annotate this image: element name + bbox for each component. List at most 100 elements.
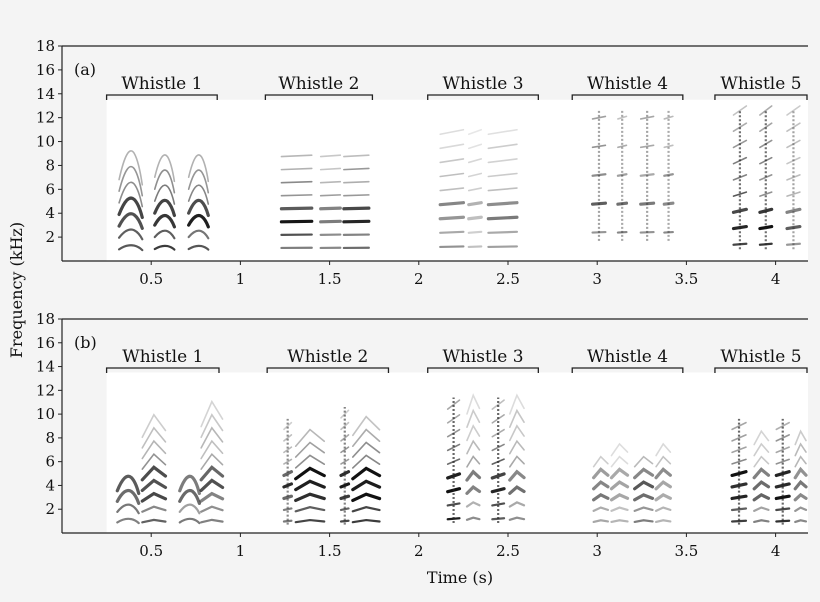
whistle-unit: [609, 442, 630, 524]
harmonic-mark: [282, 470, 294, 478]
harmonic-mark: [351, 479, 382, 492]
harmonic-mark: [663, 144, 674, 149]
harmonic-mark: [731, 446, 747, 454]
harmonic-mark: [342, 219, 371, 224]
harmonic-mark: [343, 180, 370, 184]
harmonic-mark: [153, 169, 176, 194]
harmonic-mark: [178, 474, 201, 496]
harmonic-mark: [141, 426, 167, 449]
whistle-unit: [351, 415, 382, 524]
harmonic-mark: [793, 479, 808, 491]
harmonic-mark: [730, 507, 748, 512]
harmonic-mark: [487, 128, 518, 136]
harmonic-mark: [282, 494, 294, 501]
harmonic-mark: [616, 201, 629, 206]
harmonic-mark: [294, 506, 326, 513]
harmonic-mark: [775, 458, 790, 465]
y-tick-label: 18: [36, 310, 55, 328]
harmonic-mark: [786, 122, 801, 133]
harmonic-mark: [141, 439, 167, 460]
harmonic-mark: [153, 184, 176, 205]
x-tick-label: 3.5: [674, 270, 698, 288]
harmonic-mark: [439, 187, 465, 192]
harmonic-mark: [342, 206, 371, 211]
whistle-label: Whistle 2: [278, 74, 359, 94]
whistle-unit: [438, 128, 465, 249]
harmonic-mark: [319, 180, 342, 184]
harmonic-mark: [732, 105, 748, 116]
harmonic-mark: [663, 230, 674, 234]
whistle-unit: [758, 105, 774, 250]
harmonic-mark: [339, 482, 351, 489]
harmonic-mark: [775, 507, 791, 512]
harmonic-mark: [786, 105, 801, 116]
harmonic-mark: [438, 215, 465, 221]
harmonic-mark: [785, 224, 802, 231]
x-tick-label: 3: [592, 270, 602, 288]
whistle-bracket: [105, 367, 220, 373]
harmonic-mark: [439, 172, 465, 178]
harmonic-mark: [592, 455, 609, 468]
harmonic-mark: [609, 493, 630, 502]
harmonic-mark: [117, 244, 144, 252]
whistle-label: Whistle 5: [720, 74, 801, 94]
harmonic-mark: [140, 491, 168, 503]
harmonic-mark: [508, 455, 525, 468]
harmonic-mark: [465, 469, 482, 482]
harmonic-mark: [351, 492, 382, 503]
harmonic-mark: [731, 207, 748, 214]
whistle-unit: [662, 110, 675, 241]
panel-a-spectrogram-area: [106, 99, 809, 261]
harmonic-mark: [487, 158, 518, 164]
harmonic-mark: [775, 519, 791, 523]
harmonic-mark: [280, 194, 313, 197]
harmonic-mark: [283, 434, 293, 442]
harmonic-mark: [200, 426, 224, 449]
harmonic-mark: [508, 501, 526, 508]
harmonic-mark: [774, 470, 791, 478]
harmonic-mark: [633, 493, 655, 502]
harmonic-mark: [654, 480, 672, 491]
harmonic-mark: [633, 467, 655, 480]
whistle-unit: [633, 455, 655, 524]
harmonic-mark: [294, 441, 326, 458]
harmonic-mark: [610, 506, 629, 512]
harmonic-mark: [794, 429, 807, 446]
harmonic-mark: [592, 519, 610, 524]
harmonic-mark: [785, 207, 802, 214]
harmonic-mark: [446, 399, 461, 410]
harmonic-mark: [465, 516, 481, 521]
whistle-unit: [153, 154, 176, 251]
whistle-unit: [187, 154, 210, 251]
x-tick-label: 4: [771, 270, 781, 288]
harmonic-mark: [794, 519, 808, 524]
harmonic-mark: [118, 150, 144, 186]
harmonic-mark: [279, 206, 314, 211]
y-tick-label: 14: [36, 85, 55, 103]
whistle-bracket: [266, 367, 390, 373]
harmonic-mark: [199, 491, 225, 503]
harmonic-mark: [187, 198, 210, 218]
whistle-unit: [486, 128, 519, 249]
harmonic-mark: [467, 187, 483, 192]
harmonic-mark: [187, 229, 210, 240]
harmonic-mark: [116, 517, 140, 525]
harmonic-mark: [467, 172, 483, 178]
harmonic-mark: [753, 455, 770, 468]
harmonic-mark: [141, 505, 167, 513]
harmonic-mark: [153, 198, 176, 218]
harmonic-mark: [732, 191, 748, 197]
harmonic-mark: [753, 506, 770, 512]
harmonic-mark: [200, 413, 224, 439]
harmonic-mark: [116, 503, 140, 515]
harmonic-mark: [730, 494, 748, 501]
y-tick-label: 8: [45, 156, 55, 174]
whistle-unit: [294, 428, 326, 524]
whistle-unit: [731, 105, 748, 250]
harmonic-mark: [200, 452, 224, 470]
whistle-bracket: [427, 367, 539, 373]
harmonic-mark: [732, 174, 748, 181]
harmonic-mark: [793, 492, 808, 502]
y-tick-label: 16: [36, 334, 55, 352]
harmonic-mark: [609, 467, 630, 480]
